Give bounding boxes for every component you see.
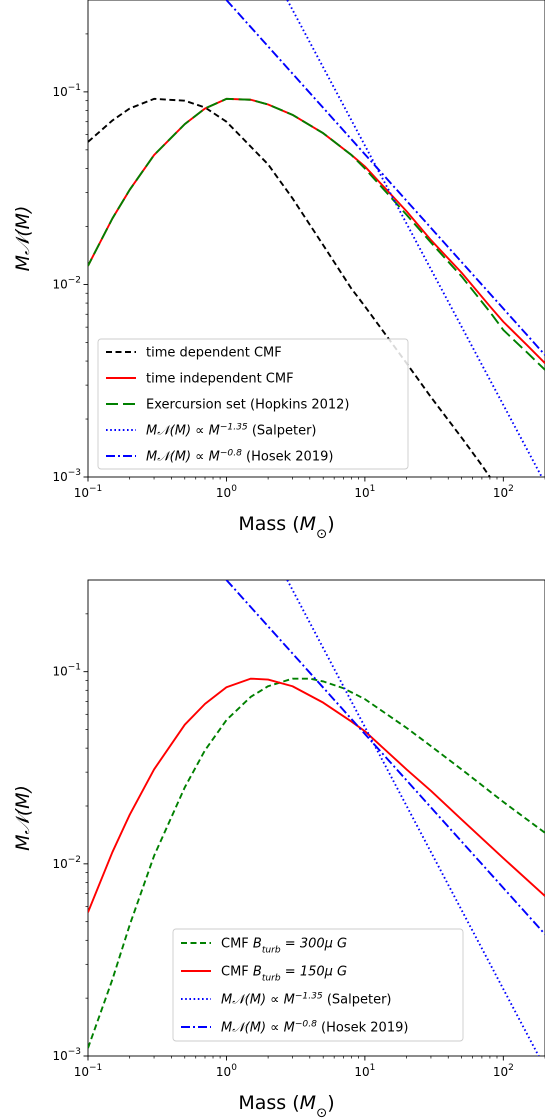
y-axis-label: M𝒩(M): [12, 206, 34, 272]
legend-entry-label: M𝒩(M) ∝ M−0.8 (Hosek 2019): [146, 449, 333, 465]
x-tick-label: 102: [493, 1063, 514, 1079]
series-line-2: [88, 677, 545, 913]
x-tick-label: 10−1: [74, 1063, 103, 1079]
series-line-2: [88, 97, 545, 364]
legend-entry-label: M𝒩(M) ∝ M−0.8 (Hosek 2019): [221, 1020, 408, 1036]
legend-entry-label: M𝒩(M) ∝ M−1.35 (Salpeter): [146, 423, 316, 439]
y-tick-label: 10−2: [52, 855, 81, 871]
x-tick-label: 102: [493, 484, 514, 500]
series-layer: [88, 580, 545, 1056]
legend-entry-label: CMF Bturb = 150μ G: [221, 965, 347, 984]
series-line-3: [286, 580, 540, 1056]
legend: CMF Bturb = 300μ G CMF Bturb = 150μ G M𝒩(M…: [172, 928, 464, 1042]
y-tick-label: 10−2: [52, 275, 81, 291]
legend-box: [172, 928, 464, 1042]
x-tick-label: 100: [216, 1063, 237, 1079]
legend-entry-label: time dependent CMF: [146, 346, 282, 361]
plot-frame: [87, 579, 545, 1057]
legend-entry-label: M𝒩(M) ∝ M−1.35 (Salpeter): [221, 992, 391, 1008]
y-axis-label: M𝒩(M): [12, 785, 34, 851]
y-tick-label: 10−3: [52, 1047, 81, 1063]
y-tick-label: 10−1: [52, 83, 81, 99]
legend-entry-label: Exercursion set (Hopkins 2012): [146, 398, 350, 413]
series-line-1: [88, 97, 491, 477]
series-line-1: [88, 677, 545, 1049]
x-tick-label: 101: [354, 484, 375, 500]
series-line-5: [225, 0, 545, 356]
x-axis-label: Mass (M⊙): [238, 1092, 334, 1118]
plot-frame: [87, 0, 545, 478]
x-axis-label: Mass (M⊙): [238, 513, 334, 542]
y-tick-label: 10−3: [52, 468, 81, 484]
legend-entry-label: CMF Bturb = 300μ G: [221, 937, 347, 956]
x-tick-label: 101: [354, 1063, 375, 1079]
legend-entry-label: time independent CMF: [146, 372, 294, 387]
series-line-4: [225, 580, 545, 935]
x-tick-label: 10−1: [74, 484, 103, 500]
legend-box: [97, 338, 409, 470]
y-tick-label: 10−1: [52, 663, 81, 679]
chart-top: 10−1 100 101 102 10−3 10−2 10−1 Mass (M⊙) M𝒩(M) t…: [12, 0, 545, 542]
legend: time dependent CMF time independent CMF Ex…: [97, 338, 409, 470]
x-tick-label: 100: [216, 484, 237, 500]
series-line-4: [286, 0, 543, 477]
series-line-3: [88, 97, 545, 371]
series-layer: [88, 0, 545, 477]
chart-bottom: 10−1 100 101 102 10−3 10−2 10−1 Mass (M⊙) M𝒩(M) C…: [12, 579, 545, 1118]
